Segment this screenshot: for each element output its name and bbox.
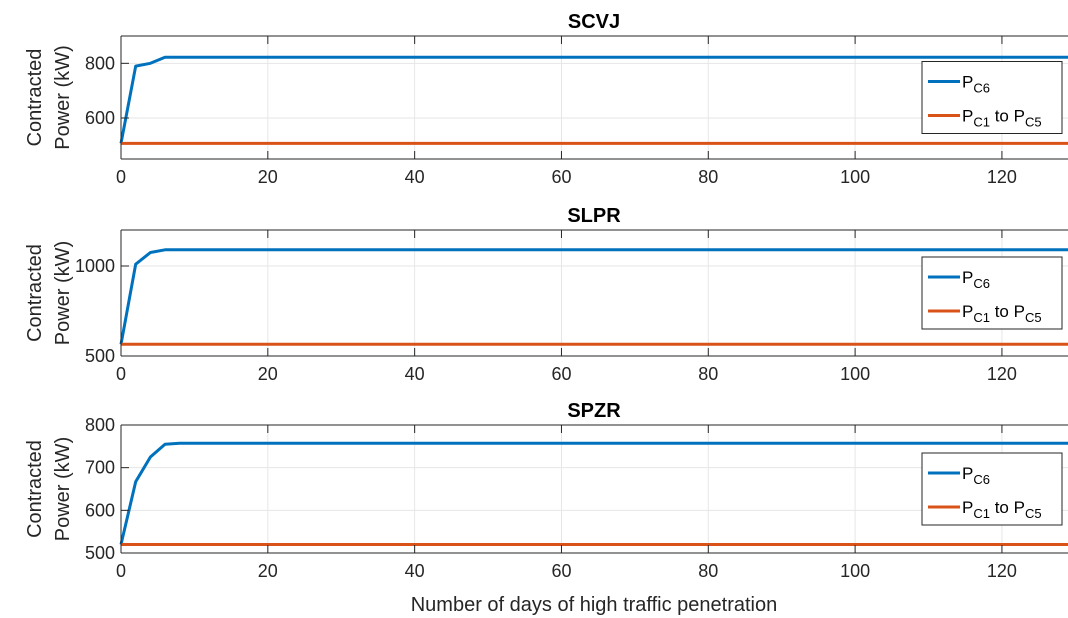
- y-axis-label-line2: Power (kW): [52, 45, 74, 149]
- legend-label: PC1 to PC5: [962, 498, 1042, 521]
- x-tick-label: 120: [987, 167, 1017, 187]
- y-axis-label-line2: Power (kW): [52, 437, 74, 541]
- legend-label-part: to: [990, 302, 1014, 321]
- subplot-title: SCVJ: [568, 11, 620, 33]
- legend-label: PC1 to PC5: [962, 107, 1042, 130]
- x-tick-label: 80: [698, 561, 718, 581]
- legend-label-part: C5: [1025, 506, 1042, 521]
- legend-label-part: to: [990, 498, 1014, 517]
- legend-label-part: P: [1014, 302, 1025, 321]
- x-tick-label: 40: [405, 364, 425, 384]
- legend-label-part: C6: [973, 472, 990, 487]
- x-tick-label: 80: [698, 167, 718, 187]
- legend-label-part: C6: [973, 276, 990, 291]
- x-tick-label: 120: [987, 561, 1017, 581]
- y-tick-label: 800: [85, 415, 115, 435]
- legend-label-part: P: [962, 464, 973, 483]
- x-tick-label: 20: [258, 167, 278, 187]
- y-tick-label: 600: [85, 500, 115, 520]
- y-tick-label: 1000: [75, 256, 115, 276]
- legend-label: PC6: [962, 268, 990, 291]
- legend-label-part: P: [1014, 107, 1025, 126]
- legend-label-part: to: [990, 107, 1014, 126]
- x-tick-label: 80: [698, 364, 718, 384]
- legend-label-part: P: [962, 268, 973, 287]
- x-tick-label: 40: [405, 561, 425, 581]
- x-tick-label: 40: [405, 167, 425, 187]
- legend-box: [921, 61, 1063, 134]
- legend-label-part: C5: [1025, 115, 1042, 130]
- x-tick-label: 0: [116, 167, 126, 187]
- y-tick-label: 800: [85, 53, 115, 73]
- y-axis-label-line1: Contracted: [24, 440, 46, 538]
- legend-label-part: C1: [973, 310, 990, 325]
- plot-area: [121, 425, 1068, 553]
- legend-box: [921, 452, 1063, 526]
- y-axis-label-line2: Power (kW): [52, 241, 74, 345]
- x-tick-label: 100: [840, 561, 870, 581]
- x-tick-label: 100: [840, 364, 870, 384]
- legend-label-part: P: [1014, 498, 1025, 517]
- x-tick-label: 0: [116, 364, 126, 384]
- x-tick-label: 60: [551, 167, 571, 187]
- series-line-c6: [119, 441, 1068, 545]
- y-tick-label: 600: [85, 108, 115, 128]
- x-tick-label: 20: [258, 561, 278, 581]
- y-axis-label-line1: Contracted: [24, 49, 46, 147]
- legend-label-part: C6: [973, 81, 990, 96]
- legend-label: PC6: [962, 464, 990, 487]
- y-tick-label: 500: [85, 543, 115, 563]
- x-tick-label: 60: [551, 561, 571, 581]
- legend-label-part: C5: [1025, 310, 1042, 325]
- legend-label: PC6: [962, 73, 990, 96]
- x-axis-label: Number of days of high traffic penetrati…: [411, 594, 778, 616]
- y-tick-label: 700: [85, 458, 115, 478]
- legend-box: [921, 256, 1063, 330]
- x-tick-label: 100: [840, 167, 870, 187]
- subplot-title: SPZR: [567, 400, 621, 422]
- series-line-c6: [119, 55, 1068, 144]
- x-tick-label: 120: [987, 364, 1017, 384]
- x-tick-label: 0: [116, 561, 126, 581]
- x-tick-label: 20: [258, 364, 278, 384]
- series-line-c6: [119, 248, 1068, 345]
- subplot-scvj: 0 20 40 60 80 100 120 600 800 SCVJ Contracted Power…: [24, 11, 1068, 187]
- y-axis-label-line1: Contracted: [24, 244, 46, 342]
- legend-label-part: C1: [973, 115, 990, 130]
- legend-label-part: C1: [973, 506, 990, 521]
- legend-label: PC1 to PC5: [962, 302, 1042, 325]
- subplot-title: SLPR: [567, 205, 621, 227]
- y-tick-label: 500: [85, 346, 115, 366]
- legend-label-part: P: [962, 107, 973, 126]
- subplot-spzr: 0 20 40 60 80 100 120 500 600 700 800 SPZR Contracte…: [24, 400, 1068, 616]
- legend-label-part: P: [962, 73, 973, 92]
- legend-label-part: P: [962, 302, 973, 321]
- x-tick-label: 60: [551, 364, 571, 384]
- legend-label-part: P: [962, 498, 973, 517]
- subplot-slpr: 0 20 40 60 80 100 120 500 1000 SLPR Contracted Powe…: [24, 205, 1068, 384]
